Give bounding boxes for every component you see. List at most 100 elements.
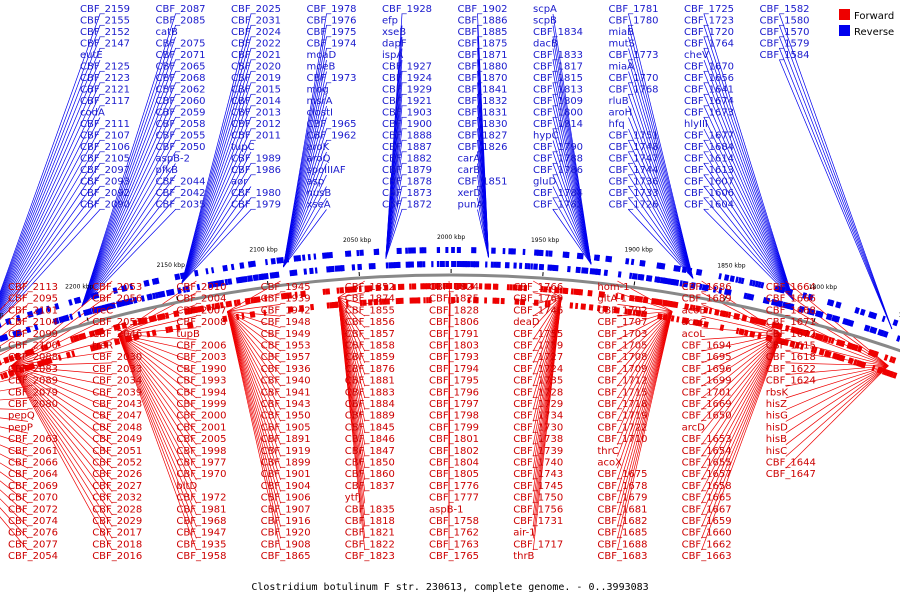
forward-gene-mark [673, 301, 679, 309]
reverse-gene-mark [110, 302, 116, 309]
forward-gene-label: CBF_1949 [261, 329, 311, 340]
reverse-gene-label: xseB [382, 27, 406, 38]
reverse-gene-mark [244, 275, 248, 283]
forward-gene-mark [559, 287, 563, 294]
reverse-callout-line [628, 117, 694, 279]
forward-gene-label: CBF_2079 [8, 387, 58, 398]
reverse-gene-mark [527, 263, 531, 270]
forward-gene-mark [735, 313, 741, 321]
reverse-callout-line [703, 36, 794, 301]
forward-gene-label: CBF_1940 [261, 376, 311, 387]
forward-gene-mark [615, 293, 619, 300]
reverse-gene-label: CBF_1733 [609, 188, 659, 199]
reverse-gene-mark [255, 274, 259, 281]
kbp-tick-mark [724, 296, 726, 301]
reverse-callout-line [628, 59, 694, 279]
reverse-gene-mark [132, 296, 138, 304]
forward-callout-line [617, 311, 673, 492]
forward-gene-label: CBF_1672 [766, 329, 816, 340]
forward-gene-mark [487, 283, 492, 290]
forward-gene-label: CBF_1683 [597, 551, 647, 562]
forward-gene-label: CBF_1958 [176, 551, 226, 562]
forward-gene-label: CBF_1942 [261, 305, 311, 316]
reverse-callout-line [181, 48, 252, 284]
reverse-gene-label: CBF_2013 [231, 108, 281, 119]
reverse-callout-line [552, 59, 592, 265]
reverse-gene-mark [712, 286, 717, 293]
reverse-gene-mark [385, 262, 389, 269]
forward-gene-mark [725, 311, 729, 318]
forward-gene-mark [29, 348, 35, 355]
reverse-gene-mark [303, 268, 308, 275]
reverse-gene-mark [160, 290, 166, 298]
reverse-callout-line [0, 13, 101, 294]
forward-callout-line [701, 333, 782, 539]
forward-gene-mark [434, 283, 439, 290]
forward-gene-label: thrB [513, 551, 534, 562]
forward-gene-mark [512, 284, 518, 291]
reverse-gene-label: CBF_1978 [307, 4, 357, 15]
reverse-callout-line [779, 25, 893, 330]
forward-gene-mark [475, 297, 479, 304]
reverse-gene-mark [605, 255, 610, 263]
forward-callout-line [11, 350, 113, 367]
forward-gene-mark [151, 329, 157, 337]
forward-gene-label: hom-1 [597, 282, 629, 293]
reverse-gene-label: pfkB [156, 165, 179, 176]
forward-gene-mark [624, 308, 628, 315]
reverse-gene-label: CBF_1748 [609, 142, 659, 153]
reverse-gene-label: CBF_2011 [231, 131, 281, 142]
reverse-gene-mark [634, 273, 638, 280]
forward-callout-line [0, 362, 29, 374]
forward-gene-label: CBF_2001 [176, 422, 226, 433]
forward-gene-mark [565, 287, 569, 295]
forward-callout-line [617, 311, 673, 399]
reverse-gene-mark [473, 261, 478, 268]
reverse-gene-mark [690, 282, 696, 289]
reverse-gene-mark [829, 299, 835, 307]
reverse-callout-line [0, 163, 101, 314]
reverse-gene-mark [357, 263, 362, 271]
reverse-gene-label: CBF_1781 [609, 4, 659, 15]
forward-gene-mark [738, 328, 745, 336]
forward-gene-mark [244, 297, 251, 305]
reverse-gene-label: CBF_2107 [80, 131, 130, 142]
forward-callout-line [0, 339, 29, 356]
reverse-callout-line [703, 94, 794, 301]
reverse-gene-mark [530, 263, 534, 270]
forward-gene-mark [697, 320, 703, 327]
forward-gene-label: CBF_2066 [8, 458, 58, 469]
forward-gene-mark [818, 348, 825, 356]
reverse-callout-line [477, 197, 489, 258]
reverse-gene-label: CBF_1834 [533, 27, 583, 38]
reverse-gene-mark [871, 327, 878, 335]
forward-gene-mark [175, 310, 180, 317]
forward-callout-line [337, 297, 366, 387]
reverse-gene-mark [465, 261, 469, 268]
forward-gene-label: CBF_2063 [8, 434, 58, 445]
forward-gene-label: CBF_1755 [513, 329, 563, 340]
forward-gene-label: CBF_1647 [766, 469, 816, 480]
forward-gene-mark [588, 304, 594, 311]
reverse-gene-mark [222, 264, 228, 272]
forward-gene-label: CBF_1825 [429, 294, 479, 305]
reverse-gene-label: CBF_2097 [80, 165, 130, 176]
reverse-gene-mark [33, 323, 39, 331]
forward-gene-label: CBF_1941 [261, 387, 311, 398]
reverse-gene-label: CBF_1736 [609, 177, 659, 188]
reverse-gene-label: CBF_1965 [307, 119, 357, 130]
forward-gene-mark [453, 283, 457, 290]
forward-gene-mark [708, 307, 713, 315]
reverse-gene-label: gluD [533, 177, 556, 188]
forward-gene-mark [542, 286, 548, 293]
reverse-gene-label: CBF_2071 [156, 50, 206, 61]
forward-gene-label: CBF_2047 [92, 411, 142, 422]
reverse-gene-mark [548, 250, 553, 257]
reverse-gene-mark [422, 261, 426, 268]
reverse-callout-line [703, 140, 794, 301]
reverse-gene-label: CBF_1809 [533, 96, 583, 107]
forward-gene-label: CBF_1654 [682, 446, 732, 457]
reverse-gene-label: CBF_2087 [156, 4, 206, 15]
forward-gene-mark [456, 297, 459, 304]
forward-callout-line [10, 365, 113, 481]
